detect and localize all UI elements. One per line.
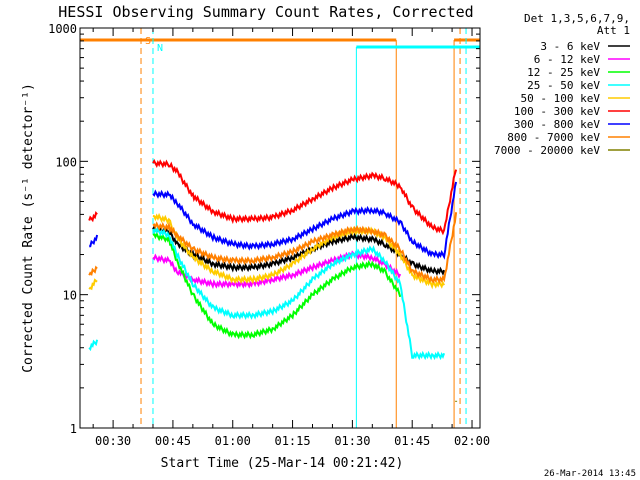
marker-label: S: [145, 36, 151, 47]
y-tick-label: 1: [70, 422, 77, 436]
series-line: [88, 210, 98, 223]
series-line: [89, 234, 99, 248]
x-tick-label: 00:30: [95, 434, 131, 448]
series-line: [88, 278, 98, 291]
series-line: [152, 226, 446, 361]
legend-label: 300 - 800 keV: [514, 118, 600, 131]
x-tick-label: 01:15: [274, 434, 310, 448]
legend-header: Det 1,3,5,6,7,9,: [524, 12, 630, 25]
series: [88, 158, 458, 402]
x-axis-label: Start Time (25-Mar-14 00:21:42): [161, 456, 404, 471]
series-line: [152, 181, 458, 260]
legend-label: 800 - 7000 keV: [507, 131, 600, 144]
x-tick-label: 01:30: [334, 434, 370, 448]
legend-label: 7000 - 20000 keV: [494, 144, 600, 157]
x-tick-label: 01:00: [215, 434, 251, 448]
footer-date: 26-Mar-2014 13:45: [544, 469, 636, 479]
y-axis-label: Corrected Count Rate (s⁻¹ detector⁻¹): [21, 83, 36, 373]
y-tick-label: 10: [63, 289, 77, 303]
x-tick-label: 01:45: [394, 434, 430, 448]
plot-frame: [79, 27, 481, 429]
series-line: [152, 212, 445, 290]
series-line: [152, 212, 458, 285]
series-line: [152, 158, 458, 236]
legend-label: 3 - 6 keV: [540, 40, 600, 53]
series-line: [152, 231, 402, 340]
y-tick-label: 1000: [48, 22, 77, 36]
legend-label: 6 - 12 keV: [534, 53, 601, 66]
legend-label: 50 - 100 keV: [521, 92, 601, 105]
y-tick-label: 100: [55, 155, 77, 169]
axis-ticks: 00:30 00:45 01:00 01:15 01:30 01:45 02:00 1 10 10…: [48, 22, 490, 448]
series-line: [88, 339, 99, 352]
x-tick-label: 02:00: [454, 434, 490, 448]
series-line: [88, 265, 98, 276]
legend-header: Att 1: [597, 24, 630, 37]
legend-label: 12 - 25 keV: [527, 66, 600, 79]
marker-label: N: [157, 43, 163, 54]
x-tick-label: 00:45: [155, 434, 191, 448]
chart-title: HESSI Observing Summary Count Rates, Cor…: [58, 3, 473, 21]
legend-label: 100 - 300 keV: [514, 105, 600, 118]
legend-label: 25 - 50 keV: [527, 79, 600, 92]
series-line: [152, 250, 402, 290]
